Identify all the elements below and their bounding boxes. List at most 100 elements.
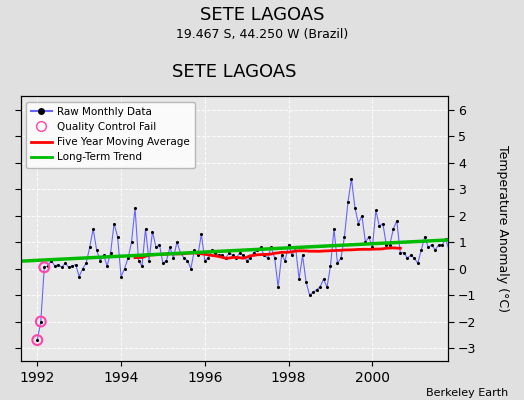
Point [228, 252, 237, 258]
Point [365, 234, 373, 240]
Point [344, 199, 352, 206]
Point [40, 264, 49, 270]
Point [58, 264, 66, 270]
Point [413, 260, 422, 266]
Point [243, 258, 251, 264]
Point [291, 244, 300, 250]
Point [295, 276, 303, 282]
Point [455, 242, 464, 248]
Point [194, 252, 202, 258]
Text: SETE LAGOAS: SETE LAGOAS [200, 6, 324, 24]
Point [152, 244, 160, 250]
Point [225, 250, 234, 256]
Point [40, 264, 49, 270]
Point [452, 247, 460, 253]
Point [68, 263, 77, 269]
Point [424, 244, 432, 250]
Point [124, 255, 132, 261]
Point [470, 244, 478, 250]
Point [197, 231, 205, 237]
Point [351, 204, 359, 211]
Point [494, 260, 502, 266]
Point [515, 255, 523, 261]
Point [264, 255, 272, 261]
Point [176, 250, 184, 256]
Point [169, 255, 178, 261]
Point [121, 265, 129, 272]
Point [127, 239, 136, 245]
Point [166, 244, 174, 250]
Point [96, 258, 104, 264]
Point [204, 255, 213, 261]
Point [281, 258, 289, 264]
Point [159, 260, 167, 266]
Point [421, 234, 429, 240]
Point [386, 242, 394, 248]
Point [445, 247, 453, 253]
Point [208, 247, 216, 253]
Point [319, 276, 328, 282]
Point [47, 258, 56, 264]
Point [361, 239, 369, 245]
Point [368, 244, 377, 250]
Point [358, 212, 366, 219]
Point [33, 337, 41, 343]
Point [473, 247, 481, 253]
Point [483, 247, 492, 253]
Point [487, 244, 495, 250]
Point [236, 250, 244, 256]
Point [410, 255, 419, 261]
Point [326, 263, 335, 269]
Point [431, 247, 440, 253]
Point [288, 252, 296, 258]
Point [82, 260, 90, 266]
Point [33, 337, 41, 343]
Title: SETE LAGOAS: SETE LAGOAS [172, 63, 297, 81]
Point [215, 252, 223, 258]
Point [417, 247, 425, 253]
Point [476, 242, 485, 248]
Point [138, 263, 146, 269]
Point [201, 258, 209, 264]
Point [239, 252, 247, 258]
Point [173, 239, 181, 245]
Point [246, 255, 255, 261]
Point [511, 252, 520, 258]
Point [396, 250, 405, 256]
Point [403, 255, 411, 261]
Point [375, 223, 384, 230]
Point [459, 244, 467, 250]
Point [267, 244, 275, 250]
Text: Berkeley Earth: Berkeley Earth [426, 388, 508, 398]
Text: 19.467 S, 44.250 W (Brazil): 19.467 S, 44.250 W (Brazil) [176, 28, 348, 41]
Point [183, 258, 192, 264]
Point [113, 234, 122, 240]
Point [434, 242, 443, 248]
Point [285, 242, 293, 248]
Point [71, 262, 80, 268]
Point [249, 250, 258, 256]
Point [490, 244, 499, 250]
Point [134, 258, 143, 264]
Point [522, 247, 524, 253]
Point [428, 242, 436, 248]
Point [274, 284, 282, 290]
Legend: Raw Monthly Data, Quality Control Fail, Five Year Moving Average, Long-Term Tren: Raw Monthly Data, Quality Control Fail, … [26, 102, 195, 168]
Point [480, 242, 488, 248]
Point [309, 289, 317, 296]
Point [382, 242, 390, 248]
Point [218, 252, 226, 258]
Point [442, 236, 450, 243]
Point [187, 265, 195, 272]
Point [106, 250, 115, 256]
Point [330, 226, 338, 232]
Point [323, 284, 331, 290]
Point [333, 260, 342, 266]
Point [232, 255, 241, 261]
Point [270, 255, 279, 261]
Point [180, 255, 188, 261]
Point [117, 273, 125, 280]
Point [372, 207, 380, 214]
Point [85, 244, 94, 250]
Point [162, 258, 171, 264]
